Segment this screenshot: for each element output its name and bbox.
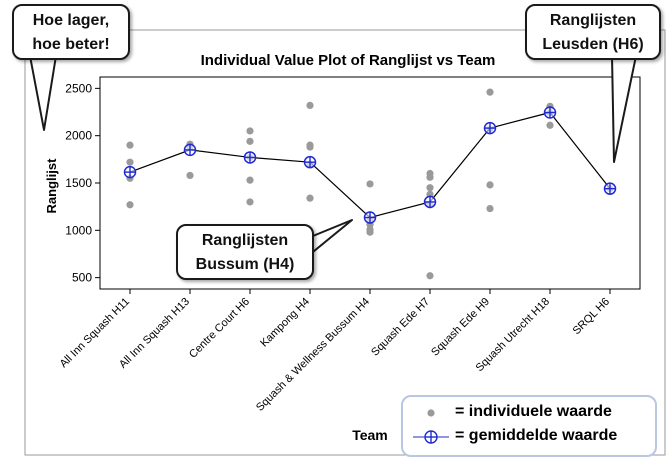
y-axis-ticks: 500 1000 1500 2000 2500 [65,81,100,285]
y-tick-label: 1000 [65,223,92,237]
individual-value-point [306,143,314,151]
dot-marker-icon [427,409,435,417]
y-tick-label: 2500 [65,81,92,95]
individual-value-point [246,127,254,135]
individual-value-point [246,137,254,145]
callout-line: Ranglijsten [201,232,289,249]
individual-value-point [426,272,434,280]
mean-marker [543,106,557,119]
mean-marker [363,211,377,224]
individual-value-point [306,194,314,202]
individual-value-point [246,176,254,184]
callout-line: Leusden (H6) [542,36,644,53]
legend-label: = individuele waarde [455,403,612,420]
individual-value-point [306,101,314,109]
callout-line: Hoe lager, [32,12,110,29]
individual-value-point [366,228,374,236]
y-tick-label: 1500 [65,176,92,190]
individual-value-point [486,181,494,189]
callout-bussum: Ranglijsten Bussum (H4) [176,224,314,280]
circle-cross-marker-icon [413,430,449,444]
callout-line: Bussum (H4) [195,256,295,273]
callout-line: hoe beter! [32,36,110,53]
mean-marker [243,151,257,164]
individual-value-point [426,173,434,181]
individual-value-point [186,171,194,180]
y-tick-label: 2000 [65,129,92,143]
y-tick-label: 500 [72,271,92,285]
legend-label: = gemiddelde waarde [455,427,618,444]
mean-marker [603,182,617,195]
individual-value-point [426,184,434,192]
individual-value-point [366,180,374,188]
mean-marker [303,155,317,169]
x-axis-label: Team [352,427,388,443]
callout-leusden: Ranglijsten Leusden (H6) [525,4,661,60]
legend-item-individual: = individuele waarde [403,403,655,425]
individual-value-point [246,198,254,206]
legend: = individuele waarde = gemiddelde waarde [401,395,657,457]
mean-marker [183,143,197,157]
individual-value-point [126,158,134,166]
mean-marker [483,121,497,135]
mean-series [123,106,617,224]
callout-lower-is-better: Hoe lager, hoe beter! [12,4,130,60]
y-axis-label: Ranglijst [44,158,59,214]
individual-value-point [546,121,554,129]
individual-value-point [486,88,494,96]
mean-marker [123,165,137,179]
chart-title: Individual Value Plot of Ranglijst vs Te… [201,52,496,69]
individual-value-point [486,204,494,213]
individual-value-point [126,141,134,149]
individual-value-point [126,201,134,209]
legend-item-mean: = gemiddelde waarde [403,427,655,449]
callout-line: Ranglijsten [549,12,637,29]
mean-marker [423,195,437,209]
